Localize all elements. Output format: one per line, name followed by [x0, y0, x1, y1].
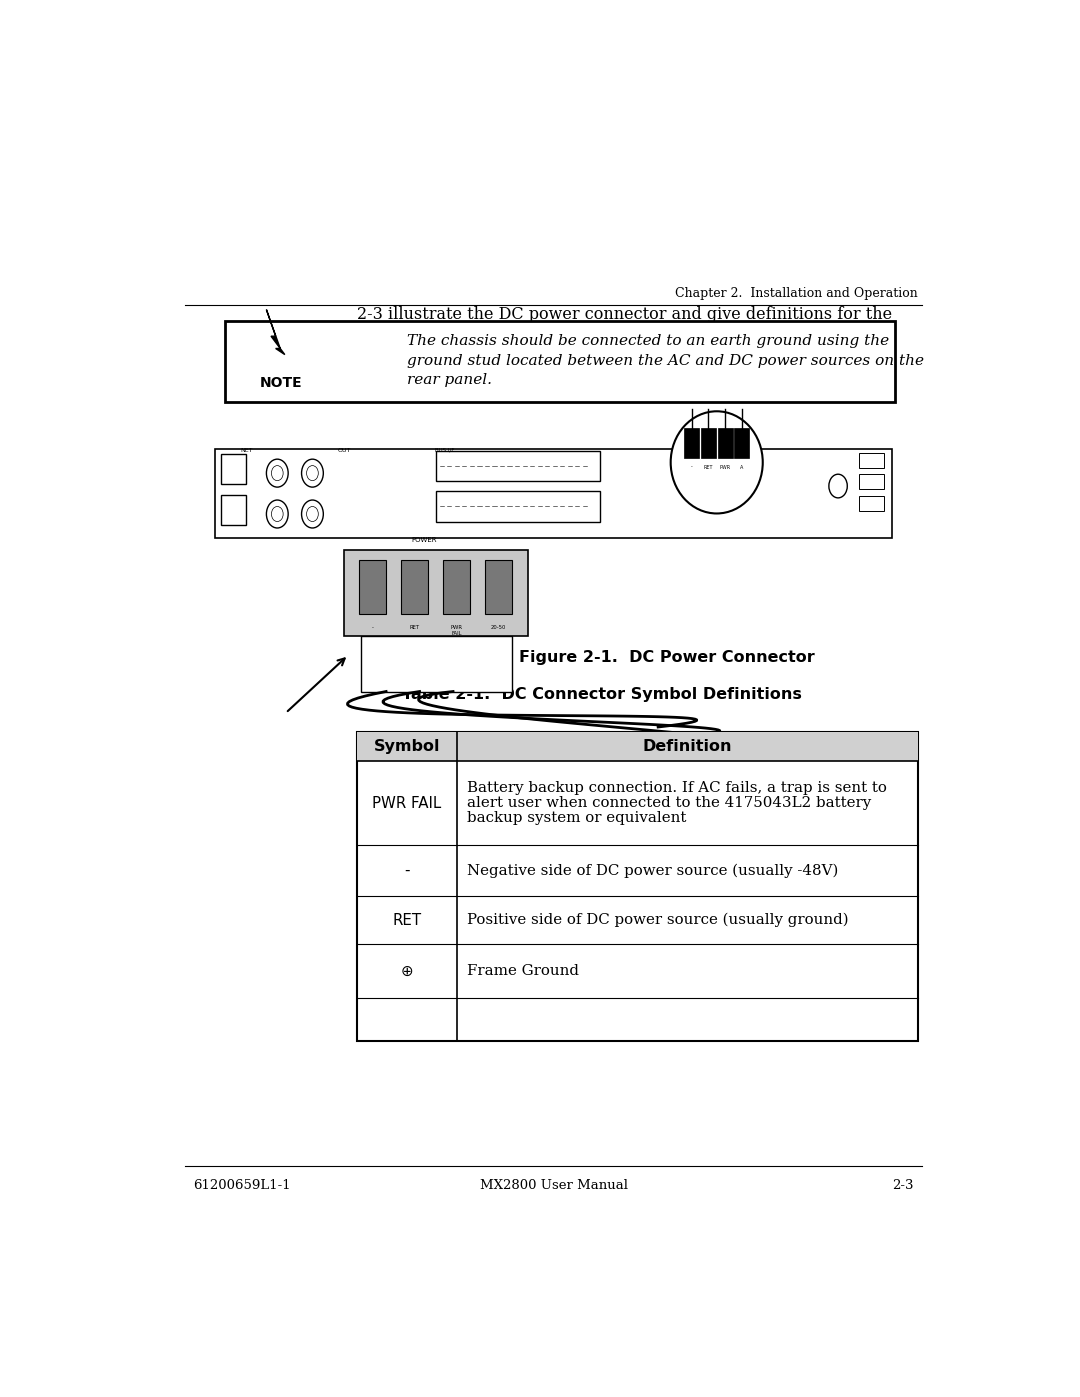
Text: 2-3 illustrate the DC power connector and give definitions for the: 2-3 illustrate the DC power connector an…: [356, 306, 892, 323]
Text: PWR: PWR: [719, 465, 731, 469]
Text: NOTE: NOTE: [260, 376, 302, 390]
Text: NET: NET: [240, 447, 253, 453]
Bar: [701, 427, 716, 458]
Text: BUS I/F: BUS I/F: [434, 447, 455, 453]
Text: RET: RET: [703, 465, 713, 469]
Ellipse shape: [267, 500, 288, 528]
Ellipse shape: [267, 460, 288, 488]
Text: 2-3: 2-3: [892, 1179, 914, 1192]
Text: Table 2-1.  DC Connector Symbol Definitions: Table 2-1. DC Connector Symbol Definitio…: [402, 687, 802, 703]
Ellipse shape: [271, 465, 283, 481]
Text: POWER: POWER: [411, 536, 436, 543]
Text: Frame Ground: Frame Ground: [468, 964, 579, 978]
Text: 61200659L1-1: 61200659L1-1: [193, 1179, 292, 1192]
Bar: [356, 732, 918, 1041]
Text: -: -: [372, 624, 374, 630]
Text: PWR FAIL: PWR FAIL: [373, 796, 442, 810]
Ellipse shape: [671, 411, 762, 514]
Bar: [684, 427, 699, 458]
Bar: [859, 453, 885, 468]
Text: Positive side of DC power source (usually ground): Positive side of DC power source (usuall…: [468, 912, 849, 928]
Bar: [215, 450, 892, 538]
Text: OUT: OUT: [338, 447, 351, 453]
Bar: [485, 560, 512, 615]
Bar: [717, 427, 732, 458]
Text: ⊕: ⊕: [401, 964, 414, 979]
Ellipse shape: [828, 474, 848, 497]
Text: Figure 2-1.  DC Power Connector: Figure 2-1. DC Power Connector: [518, 650, 814, 665]
Text: ground stud located between the AC and DC power sources on the: ground stud located between the AC and D…: [407, 353, 924, 367]
Bar: [401, 560, 428, 615]
Bar: [356, 732, 918, 761]
Text: PWR
FAIL: PWR FAIL: [450, 624, 462, 636]
Text: rear panel.: rear panel.: [407, 373, 492, 387]
Text: RET: RET: [392, 912, 421, 928]
Ellipse shape: [301, 500, 323, 528]
Bar: [345, 549, 528, 636]
Text: 20-50: 20-50: [490, 624, 505, 630]
Ellipse shape: [307, 465, 319, 481]
Text: MX2800 User Manual: MX2800 User Manual: [480, 1179, 627, 1192]
Text: -: -: [404, 863, 409, 879]
Polygon shape: [267, 310, 285, 355]
Text: Negative side of DC power source (usually -48V): Negative side of DC power source (usuall…: [468, 863, 838, 877]
Text: Chapter 2.  Installation and Operation: Chapter 2. Installation and Operation: [675, 286, 918, 300]
Bar: [436, 492, 599, 521]
Text: The chassis should be connected to an earth ground using the: The chassis should be connected to an ea…: [407, 334, 889, 348]
Bar: [734, 427, 750, 458]
Bar: [221, 454, 246, 483]
Text: four connector symbols.: four connector symbols.: [356, 326, 554, 342]
Ellipse shape: [271, 507, 283, 521]
Text: Definition: Definition: [643, 739, 732, 754]
Bar: [436, 451, 599, 481]
Text: A: A: [740, 465, 743, 469]
Text: Symbol: Symbol: [374, 739, 441, 754]
Ellipse shape: [307, 507, 319, 521]
Text: alert user when connected to the 4175043L2 battery: alert user when connected to the 4175043…: [468, 796, 872, 810]
Bar: [361, 636, 512, 692]
Text: RET: RET: [409, 624, 420, 630]
Bar: [360, 560, 387, 615]
Text: Battery backup connection. If AC fails, a trap is sent to: Battery backup connection. If AC fails, …: [468, 781, 887, 795]
Bar: [859, 496, 885, 511]
Bar: [221, 495, 246, 525]
Ellipse shape: [301, 460, 323, 488]
Bar: [859, 474, 885, 489]
Text: backup system or equivalent: backup system or equivalent: [468, 812, 687, 826]
Bar: [443, 560, 470, 615]
Text: -: -: [691, 465, 692, 469]
Bar: [226, 321, 895, 402]
